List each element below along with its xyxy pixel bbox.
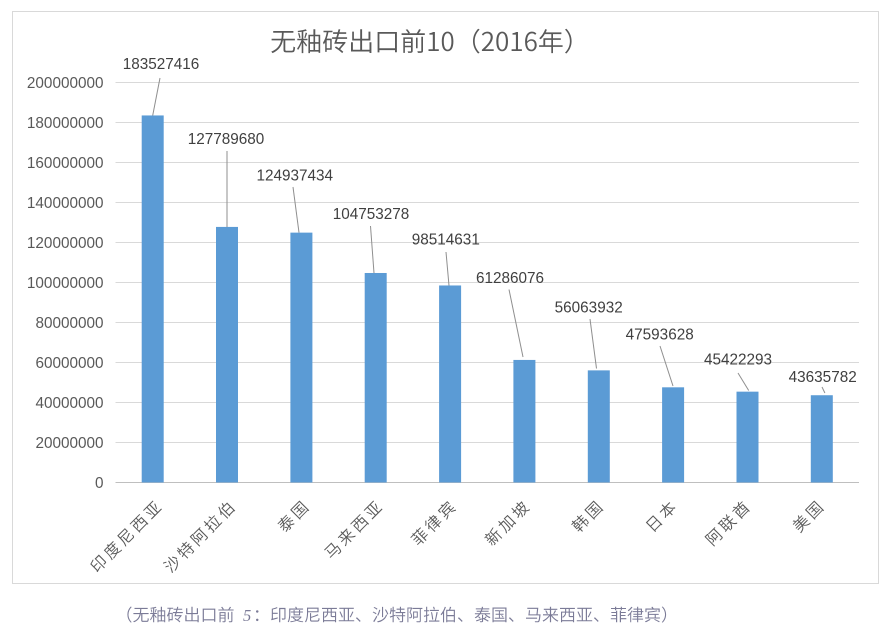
svg-text:200000000: 200000000 <box>27 75 104 92</box>
svg-text:45422293: 45422293 <box>704 352 772 369</box>
svg-text:98514631: 98514631 <box>412 232 480 249</box>
svg-text:80000000: 80000000 <box>35 315 103 332</box>
svg-text:60000000: 60000000 <box>35 355 103 372</box>
svg-text:124937434: 124937434 <box>257 168 334 185</box>
svg-text:20000000: 20000000 <box>35 435 103 452</box>
svg-text:47593628: 47593628 <box>626 327 694 344</box>
svg-text:140000000: 140000000 <box>27 195 104 212</box>
svg-text:43635782: 43635782 <box>789 369 857 386</box>
svg-text:5: 5 <box>243 606 251 625</box>
svg-text:180000000: 180000000 <box>27 115 104 132</box>
svg-text:183527416: 183527416 <box>123 56 200 73</box>
svg-text:104753278: 104753278 <box>333 206 410 223</box>
svg-text:56063932: 56063932 <box>555 300 623 317</box>
svg-text:40000000: 40000000 <box>35 395 103 412</box>
svg-text:61286076: 61286076 <box>476 270 544 287</box>
svg-text:0: 0 <box>95 475 104 492</box>
svg-text:120000000: 120000000 <box>27 235 104 252</box>
svg-text:127789680: 127789680 <box>188 131 265 148</box>
svg-text:160000000: 160000000 <box>27 155 104 172</box>
svg-text:100000000: 100000000 <box>27 275 104 292</box>
